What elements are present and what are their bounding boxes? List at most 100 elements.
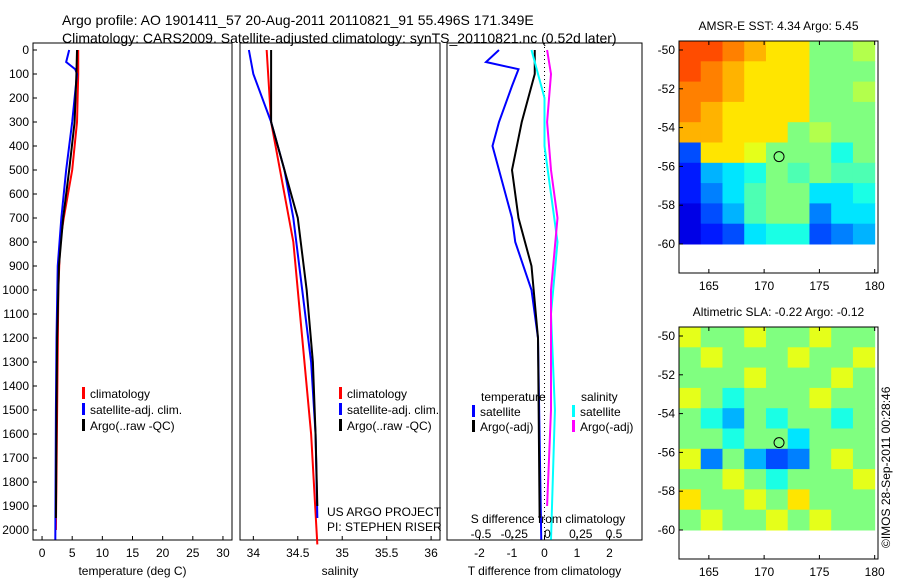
y-tick-label: 200 <box>9 91 29 105</box>
x-axis-label: temperature (deg C) <box>78 564 186 578</box>
map-cell <box>700 489 723 511</box>
map-cell <box>700 81 723 103</box>
map-cell <box>809 61 832 83</box>
map-cell <box>809 448 832 470</box>
map-cell <box>679 41 702 62</box>
map-cell <box>831 367 854 389</box>
map-cell <box>787 509 810 531</box>
x-tick-label: 180 <box>865 565 885 579</box>
map-cell <box>700 142 723 164</box>
map-cell <box>831 162 854 184</box>
map-cell <box>787 489 810 511</box>
map-cell <box>700 367 723 389</box>
x-tick-label: 170 <box>754 565 774 579</box>
map-cell <box>679 183 702 204</box>
map-cell <box>831 41 854 62</box>
x-tick-label: 30 <box>216 546 230 560</box>
map-cell <box>679 469 702 490</box>
legend-swatch <box>339 419 342 431</box>
legend-swatch <box>82 419 85 431</box>
map-cell <box>700 162 723 184</box>
map-cell <box>852 408 876 429</box>
map-cell <box>809 408 832 429</box>
imos-stamp: ©IMOS 28-Sep-2011 00:28:46 <box>879 386 893 548</box>
map-cell <box>700 347 723 369</box>
map-cell <box>787 142 810 164</box>
map-cell <box>700 203 723 225</box>
map-cell <box>787 408 810 429</box>
map-cell <box>831 142 854 164</box>
map-cell <box>700 101 723 123</box>
y-tick-label: 100 <box>9 67 29 81</box>
map-cell <box>852 509 876 531</box>
x-tick-label: 165 <box>699 565 719 579</box>
map-cell <box>852 347 876 369</box>
map-cell <box>787 327 810 348</box>
y-tick-label: 1900 <box>2 499 29 513</box>
series-line-t-argo-adj- <box>510 50 541 519</box>
y-tick-label: 1300 <box>2 355 29 369</box>
secondary-tick-label: 0.25 <box>569 527 593 541</box>
legend-header-temperature: temperature <box>481 390 546 404</box>
map-cell <box>852 162 876 184</box>
map-cell <box>831 122 854 143</box>
map-frame <box>678 40 879 274</box>
map-cell <box>787 223 810 245</box>
map-cell <box>787 367 810 389</box>
map-cell <box>744 203 767 225</box>
map-cell <box>787 428 810 450</box>
map-cell <box>700 223 723 245</box>
map-cell <box>852 122 876 143</box>
x-tick-label: 2 <box>606 546 613 560</box>
map-cell <box>809 101 832 123</box>
x-tick-label: 175 <box>809 565 829 579</box>
x-tick-label: 1 <box>574 546 581 560</box>
map-cell <box>744 387 767 409</box>
legend-swatch <box>339 387 342 399</box>
map-cell <box>787 101 810 123</box>
map-cell <box>765 448 789 470</box>
map-cell <box>765 61 789 83</box>
legend-label: Argo(..raw -QC) <box>90 419 175 433</box>
map-cell <box>700 408 723 429</box>
map-cell <box>765 183 789 204</box>
map-cell <box>809 347 832 369</box>
map-cell <box>744 142 767 164</box>
y-tick-label: -54 <box>658 121 676 135</box>
map-cell <box>831 203 854 225</box>
secondary-tick-label: -0.5 <box>471 527 492 541</box>
map-cell <box>831 448 854 470</box>
map-cell <box>831 428 854 450</box>
map-cell <box>765 162 789 184</box>
x-axis-label: salinity <box>322 564 359 578</box>
y-tick-label: 1100 <box>3 307 29 321</box>
map-cell <box>831 408 854 429</box>
map-cell <box>765 81 789 103</box>
map-cell <box>852 41 876 62</box>
map-cell <box>809 489 832 511</box>
x-tick-label: 36 <box>424 546 438 560</box>
y-tick-label: -54 <box>658 407 676 421</box>
map-cell <box>852 101 876 123</box>
map-cell <box>765 203 789 225</box>
y-tick-label: 1600 <box>2 427 29 441</box>
map-cell <box>744 428 767 450</box>
map-cell <box>809 203 832 225</box>
map-cell <box>809 469 832 490</box>
map-cell <box>679 223 702 245</box>
map-cell <box>787 41 810 62</box>
y-tick-label: -50 <box>658 329 676 343</box>
legend-label: Argo(..raw -QC) <box>347 419 432 433</box>
x-tick-label: -1 <box>507 546 518 560</box>
map-cell <box>679 428 702 450</box>
series-line-s-satellite <box>530 49 559 540</box>
map-cell <box>700 448 723 470</box>
map-cell <box>722 122 745 143</box>
map-cell <box>722 448 745 470</box>
x-tick-label: 180 <box>865 279 885 293</box>
map-cell <box>787 448 810 470</box>
plot-frame <box>239 42 441 541</box>
map-cell <box>722 347 745 369</box>
map-cell <box>700 327 723 348</box>
y-tick-label: 400 <box>9 139 29 153</box>
